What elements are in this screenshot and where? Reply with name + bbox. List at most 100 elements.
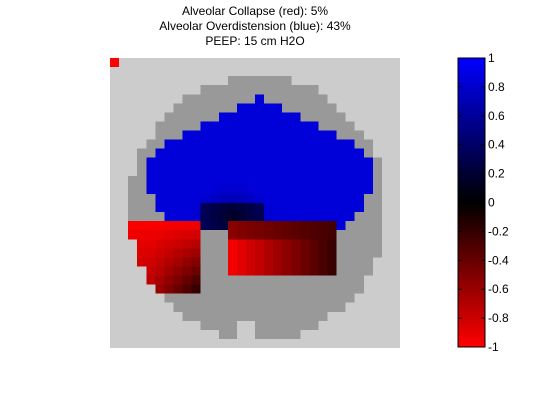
heatmap-cell [345,193,355,204]
heatmap-cell [255,94,265,104]
heatmap-cell [363,212,373,222]
heatmap-cell [173,148,183,158]
heatmap-cell [327,139,337,149]
heatmap-cell [236,175,246,185]
heatmap-cell [300,257,310,267]
heatmap-cell [218,329,228,339]
heatmap-cell [264,184,274,194]
heatmap-cell [137,230,147,240]
heatmap-cell [273,157,283,167]
heatmap-cell [182,302,192,312]
heatmap-cell [236,193,246,204]
heatmap-cell [336,148,346,158]
heatmap-cell [209,94,219,104]
heatmap-cell [345,257,355,267]
heatmap-cell [191,293,201,303]
heatmap-cell [209,130,219,140]
heatmap-cell [291,266,301,276]
heatmap-cell [128,184,138,194]
heatmap-cell [264,311,274,321]
heatmap-cell [327,175,337,185]
heatmap-cell [245,293,256,303]
heatmap-cell [245,103,256,113]
heatmap-cell [273,302,283,312]
heatmap-cell [354,157,364,167]
heatmap-cell [282,85,292,95]
heatmap-cell [182,275,192,285]
heatmap-cell [200,103,210,113]
heatmap-cell [128,193,138,204]
heatmap-cell [227,230,237,240]
title-line-peep: PEEP: 15 cm H2O [205,34,305,48]
heatmap-cell [236,148,246,158]
heatmap-cell [327,284,337,294]
heatmap-cell [291,284,301,294]
heatmap-cell [300,94,310,104]
heatmap-cell [300,103,310,113]
heatmap-cell [209,193,219,204]
heatmap-cell [128,221,138,231]
heatmap-cell [282,76,292,86]
heatmap-cell [209,148,219,158]
colorbar-tick-label: -1 [488,340,499,354]
heatmap-cell [245,302,256,312]
heatmap-cell [345,184,355,194]
heatmap-cell [300,148,310,158]
heatmap-cell [164,284,174,294]
heatmap-cell [300,212,310,222]
heatmap-cell [227,311,237,321]
heatmap-cell [182,203,192,213]
heatmap-cell [245,157,256,167]
heatmap-cell [137,221,147,231]
heatmap-cell [345,203,355,213]
heatmap-cell [264,94,274,104]
heatmap-cell [227,157,237,167]
heatmap-cell [264,257,274,267]
heatmap-cell [236,76,246,86]
heatmap-cell [255,302,265,312]
heatmap-cell [236,166,246,176]
heatmap-cell [218,266,228,276]
heatmap-cell [300,248,310,258]
heatmap-cell [218,112,228,122]
heatmap-cell [245,184,256,194]
heatmap-cell [318,239,328,249]
heatmap-cell [200,193,210,204]
heatmap-cell [236,239,246,249]
heatmap-cell [264,212,274,222]
heatmap-cell [255,239,265,249]
heatmap-cell [164,266,174,276]
heatmap-cell [227,175,237,185]
heatmap-cell [146,139,156,149]
heatmap-cell [336,248,346,258]
heatmap-cell [245,284,256,294]
heatmap-cell [200,121,210,131]
heatmap-cell [309,248,319,258]
heatmap-cell [128,212,138,222]
heatmap-cell [336,293,346,303]
heatmap-cell [236,85,246,95]
heatmap-cell [309,148,319,158]
heatmap-cell [191,130,201,140]
heatmap-cell [282,121,292,131]
heatmap-cell [137,184,147,194]
heatmap-cell [327,275,337,285]
heatmap-cell [173,266,183,276]
heatmap-cell [345,293,355,303]
heatmap-cell [191,284,201,294]
heatmap-cell [191,175,201,185]
heatmap-cell [218,121,228,131]
heatmap-cell [363,203,373,213]
heatmap-cell [327,193,337,204]
heatmap-cell [200,266,210,276]
heatmap-cell [182,184,192,194]
heatmap-cell [227,293,237,303]
heatmap-cell [218,103,228,113]
heatmap-cell [318,212,328,222]
heatmap-cell [182,103,192,113]
heatmap-cell [173,239,183,249]
heatmap-cell [300,266,310,276]
heatmap-cell [236,248,246,258]
heatmap-cell [336,302,346,312]
heatmap-cell [255,248,265,258]
